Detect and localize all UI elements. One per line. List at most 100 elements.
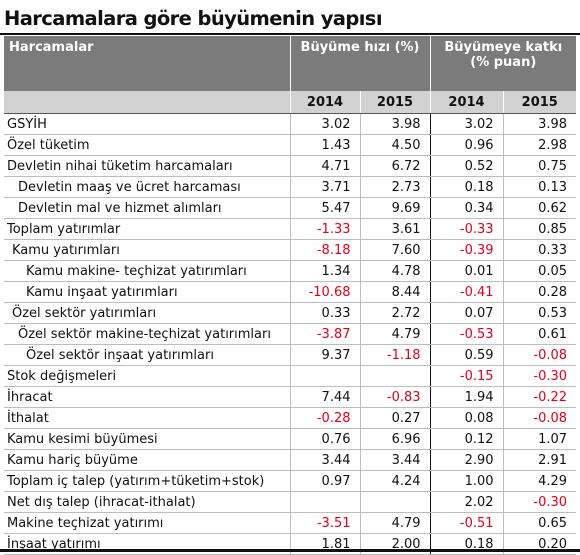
row-value: 0.62 (502, 197, 577, 219)
header-row-years: 2014 2015 2014 2015 (4, 91, 577, 114)
row-label: İthalat (4, 407, 290, 429)
row-value (359, 365, 431, 387)
row-value: -0.28 (289, 407, 360, 429)
document-title: Harcamalara göre büyümenin yapısı (4, 7, 383, 30)
row-value: 0.59 (429, 344, 504, 366)
row-label: Toplam iç talep (yatırım+tüketim+stok) (4, 470, 290, 492)
row-label: Kamu inşaat yatırımları (4, 281, 290, 303)
table-row: Kamu hariç büyüme 3.44 3.44 2.90 2.91 (4, 449, 577, 471)
row-value: 0.27 (359, 407, 431, 429)
header-year: 2015 (503, 91, 577, 114)
row-value: 0.61 (502, 323, 577, 345)
row-value: 2.72 (359, 302, 431, 324)
header-years-spacer (4, 91, 291, 114)
row-value: 4.50 (359, 134, 431, 156)
row-value: 0.08 (429, 407, 504, 429)
header-year: 2015 (360, 91, 431, 114)
row-value: 3.98 (359, 113, 431, 135)
row-value: 3.02 (289, 113, 360, 135)
header-label: Harcamalar (4, 36, 291, 91)
row-value (289, 491, 360, 513)
table-row: Stok değişmeleri -0.15 -0.30 (4, 365, 577, 387)
row-value: 2.98 (502, 134, 577, 156)
row-value: 0.07 (429, 302, 504, 324)
row-value: -0.30 (502, 365, 577, 387)
row-value: 9.69 (359, 197, 431, 219)
row-label: Özel sektör yatırımları (4, 302, 290, 324)
row-value: -3.51 (289, 512, 360, 534)
row-value: 0.34 (429, 197, 504, 219)
row-value: 0.85 (502, 218, 577, 240)
table-row: Toplam yatırımlar -1.33 3.61 -0.33 0.85 (4, 218, 577, 240)
row-value: 4.24 (359, 470, 431, 492)
row-value: 3.98 (502, 113, 577, 135)
table-row: Devletin mal ve hizmet alımları 5.47 9.69 0… (4, 197, 577, 219)
row-label: İhracat (4, 386, 290, 408)
row-value (289, 365, 360, 387)
row-value: -3.87 (289, 323, 360, 345)
row-value: 2.91 (502, 449, 577, 471)
table-row: Kamu makine- teçhizat yatırımları 1.34 4.7… (4, 260, 577, 282)
row-value: 0.05 (502, 260, 577, 282)
header-group-growth: Büyüme hızı (%) (290, 36, 431, 91)
row-value: 7.44 (289, 386, 360, 408)
row-value: -0.22 (502, 386, 577, 408)
bottom-rule (0, 549, 580, 552)
row-label: Kamu makine- teçhizat yatırımları (4, 260, 290, 282)
row-value: 4.79 (359, 512, 431, 534)
row-value: 3.71 (289, 176, 360, 198)
row-label: Özel tüketim (4, 134, 290, 156)
header-row-groups: Harcamalar Büyüme hızı (%) Büyümeye katk… (4, 36, 577, 91)
row-value: -0.30 (502, 491, 577, 513)
row-value: 0.75 (502, 155, 577, 177)
row-label: Özel sektör inşaat yatırımları (4, 344, 290, 366)
row-value: 2.90 (429, 449, 504, 471)
row-value: 0.01 (429, 260, 504, 282)
row-value: 4.79 (359, 323, 431, 345)
row-value: -0.83 (359, 386, 431, 408)
row-value: 0.33 (289, 302, 360, 324)
row-label: Devletin maaş ve ücret harcaması (4, 176, 290, 198)
row-value: 1.43 (289, 134, 360, 156)
row-label: Kamu kesimi büyümesi (4, 428, 290, 450)
row-value: -0.15 (429, 365, 504, 387)
table-row: Özel tüketim 1.43 4.50 0.96 2.98 (4, 134, 577, 156)
header-year: 2014 (290, 91, 361, 114)
row-label: Makine teçhizat yatırımı (4, 512, 290, 534)
row-value: 0.12 (429, 428, 504, 450)
table-row: Net dış talep (ihracat-ithalat) 2.02 -0.30 (4, 491, 577, 513)
row-value: 4.29 (502, 470, 577, 492)
row-value: 0.96 (429, 134, 504, 156)
table-row: Makine teçhizat yatırımı -3.51 4.79 -0.51 0.… (4, 512, 577, 534)
row-label: Devletin nihai tüketim harcamaları (4, 155, 290, 177)
row-value: 4.78 (359, 260, 431, 282)
row-value: -10.68 (289, 281, 360, 303)
row-value: 5.47 (289, 197, 360, 219)
table-row: Devletin maaş ve ücret harcaması 3.71 2.73… (4, 176, 577, 198)
row-value: 7.60 (359, 239, 431, 261)
table-row: İthalat -0.28 0.27 0.08 -0.08 (4, 407, 577, 429)
table-row: Kamu kesimi büyümesi 0.76 6.96 0.12 1.07 (4, 428, 577, 450)
table-row: Özel sektör makine-teçhizat yatırımları -… (4, 323, 577, 345)
table-row: Özel sektör inşaat yatırımları 9.37 -1.18 0… (4, 344, 577, 366)
row-value: -1.18 (359, 344, 431, 366)
header-group-contribution-line1: Büyümeye katkı (444, 40, 563, 55)
row-value: 1.07 (502, 428, 577, 450)
row-value: 4.71 (289, 155, 360, 177)
table-body: GSYİH 3.02 3.98 3.02 3.98 Özel tüketim 1.43 4.5… (4, 113, 577, 555)
row-value: 1.34 (289, 260, 360, 282)
row-value: 3.61 (359, 218, 431, 240)
row-value: 2.02 (429, 491, 504, 513)
row-value: -0.39 (429, 239, 504, 261)
row-value: 3.44 (289, 449, 360, 471)
row-value: 0.18 (429, 176, 504, 198)
row-value: -0.08 (502, 344, 577, 366)
row-value: 0.28 (502, 281, 577, 303)
row-value: -1.33 (289, 218, 360, 240)
row-value: 0.13 (502, 176, 577, 198)
row-value: 0.52 (429, 155, 504, 177)
table-row: GSYİH 3.02 3.98 3.02 3.98 (4, 113, 577, 135)
table-row: Devletin nihai tüketim harcamaları 4.71 6.… (4, 155, 577, 177)
row-value: -0.08 (502, 407, 577, 429)
row-value: 8.44 (359, 281, 431, 303)
